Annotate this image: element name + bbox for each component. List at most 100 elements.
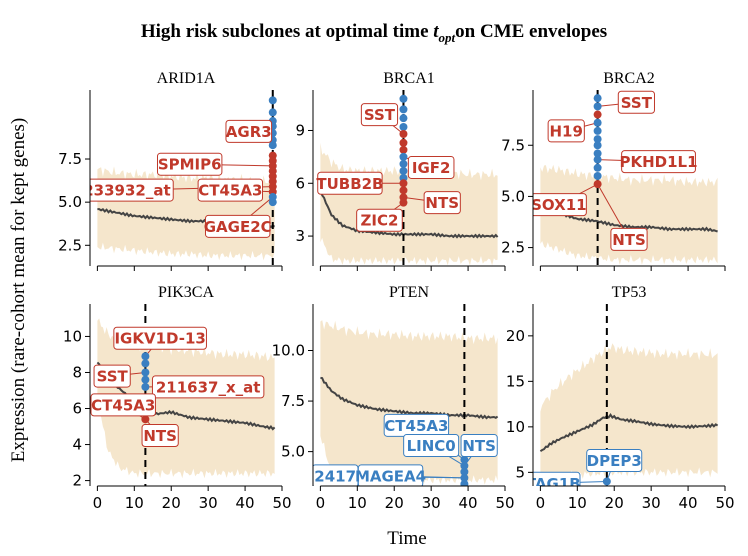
gene-label: GAGE2C xyxy=(204,214,272,238)
gene-label-box xyxy=(403,434,460,458)
gene-label: SST xyxy=(360,103,399,127)
data-point xyxy=(593,171,602,180)
data-point xyxy=(602,477,611,486)
gene-label-box xyxy=(356,208,403,232)
data-point xyxy=(268,198,277,207)
y-tick-label: 5 xyxy=(515,463,525,481)
y-tick-label: 3 xyxy=(295,227,305,245)
data-point xyxy=(593,180,602,189)
gene-label: NTS xyxy=(460,434,498,458)
data-point xyxy=(141,375,150,384)
data-point xyxy=(268,108,277,117)
y-tick-label: 5.0 xyxy=(58,193,82,211)
gene-label: CTAG1B xyxy=(533,471,581,486)
data-point xyxy=(399,130,408,138)
gene-label: TUBB2B xyxy=(316,171,384,195)
gene-label-text: SST xyxy=(364,106,396,124)
x-tick-label: 40 xyxy=(679,494,698,512)
x-tick-label: 20 xyxy=(162,494,181,512)
x-tick-label: 30 xyxy=(642,494,661,512)
data-point xyxy=(399,159,408,168)
gene-label-text: H19 xyxy=(550,122,583,140)
data-point xyxy=(141,352,150,361)
gene-label-box xyxy=(93,364,131,388)
gene-label: MAGEA4 xyxy=(355,464,426,486)
gene-label-text: IGF2 xyxy=(412,159,451,177)
gene-label: 2417 xyxy=(313,464,359,486)
panel-title: PIK3CA xyxy=(158,284,214,301)
gene-label-box xyxy=(586,449,643,473)
gene-label: CT45A3 xyxy=(383,413,450,437)
y-tick-label: 10 xyxy=(63,327,82,345)
gene-label-box xyxy=(151,375,265,399)
gene-label-text: NTS xyxy=(143,427,177,445)
gene-label-text: SST xyxy=(97,368,129,386)
y-tick-label: 8 xyxy=(72,363,82,381)
y-tick-label: 6 xyxy=(295,174,305,192)
envelope-band xyxy=(320,320,498,485)
gene-label: 233932_at xyxy=(83,178,174,202)
data-point xyxy=(268,141,277,150)
gene-label-box xyxy=(90,178,174,202)
data-point xyxy=(593,135,602,144)
gene-label-box xyxy=(617,90,655,114)
gene-label-box xyxy=(204,214,271,238)
gene-label-text: 233932_at xyxy=(83,182,170,200)
data-point xyxy=(460,467,469,476)
gene-label-text: 211637_x_at xyxy=(156,378,261,396)
data-point xyxy=(141,359,150,368)
mean-line xyxy=(539,207,718,233)
data-point xyxy=(399,198,408,207)
gene-label-box xyxy=(141,424,179,448)
gene-label: PKHD1L1 xyxy=(620,150,698,174)
x-tick-label: 50 xyxy=(715,494,734,512)
gene-label-box xyxy=(547,119,585,143)
data-point xyxy=(399,122,408,131)
gene-label-box xyxy=(533,471,581,486)
x-axis-label: Time xyxy=(387,528,426,549)
data-point xyxy=(593,102,602,111)
gene-label: SST xyxy=(93,364,131,388)
data-point xyxy=(399,186,408,195)
gene-label-text: PKHD1L1 xyxy=(620,153,698,171)
y-tick-label: 15 xyxy=(506,372,525,390)
data-point xyxy=(399,114,408,123)
gene-label: NTS xyxy=(423,191,461,215)
gene-label: IGKV1D-13 xyxy=(113,326,207,350)
y-tick-label: 7.5 xyxy=(501,136,525,154)
gene-label: AGR3 xyxy=(225,119,273,143)
gene-label: SPMIP6 xyxy=(156,152,223,176)
data-point xyxy=(399,94,408,103)
data-point xyxy=(460,473,469,482)
panel-brca1: SST IGF2 TUBB2B NTS ZIC2 3 6 9 BRCA1 xyxy=(295,70,506,271)
mean-line xyxy=(320,376,499,420)
envelope-band xyxy=(540,343,718,481)
panel-title: TP53 xyxy=(612,284,647,301)
gene-label: 211637_x_at xyxy=(151,375,265,399)
data-point xyxy=(460,455,469,464)
gene-label: CT45A3 xyxy=(90,393,156,417)
gene-label-text: TUBB2B xyxy=(316,175,383,193)
gene-label-text: SST xyxy=(621,94,653,112)
gene-label: ZIC2 xyxy=(356,208,403,232)
data-point xyxy=(399,145,408,154)
gene-label-box xyxy=(533,193,587,217)
panel-plot-area: DPEP3 CTAG1B xyxy=(533,304,719,486)
y-tick-label: 10 xyxy=(506,418,525,436)
y-tick-label: 7.5 xyxy=(58,150,82,168)
gene-label: DPEP3 xyxy=(586,449,643,473)
x-tick-label: 10 xyxy=(568,494,587,512)
x-tick-label: 0 xyxy=(536,494,546,512)
x-tick-label: 50 xyxy=(272,494,291,512)
y-tick-label: 5.0 xyxy=(281,443,305,461)
y-axis-label: Expression (rare-cohort mean for kept ge… xyxy=(8,118,29,463)
x-tick-label: 20 xyxy=(385,494,404,512)
